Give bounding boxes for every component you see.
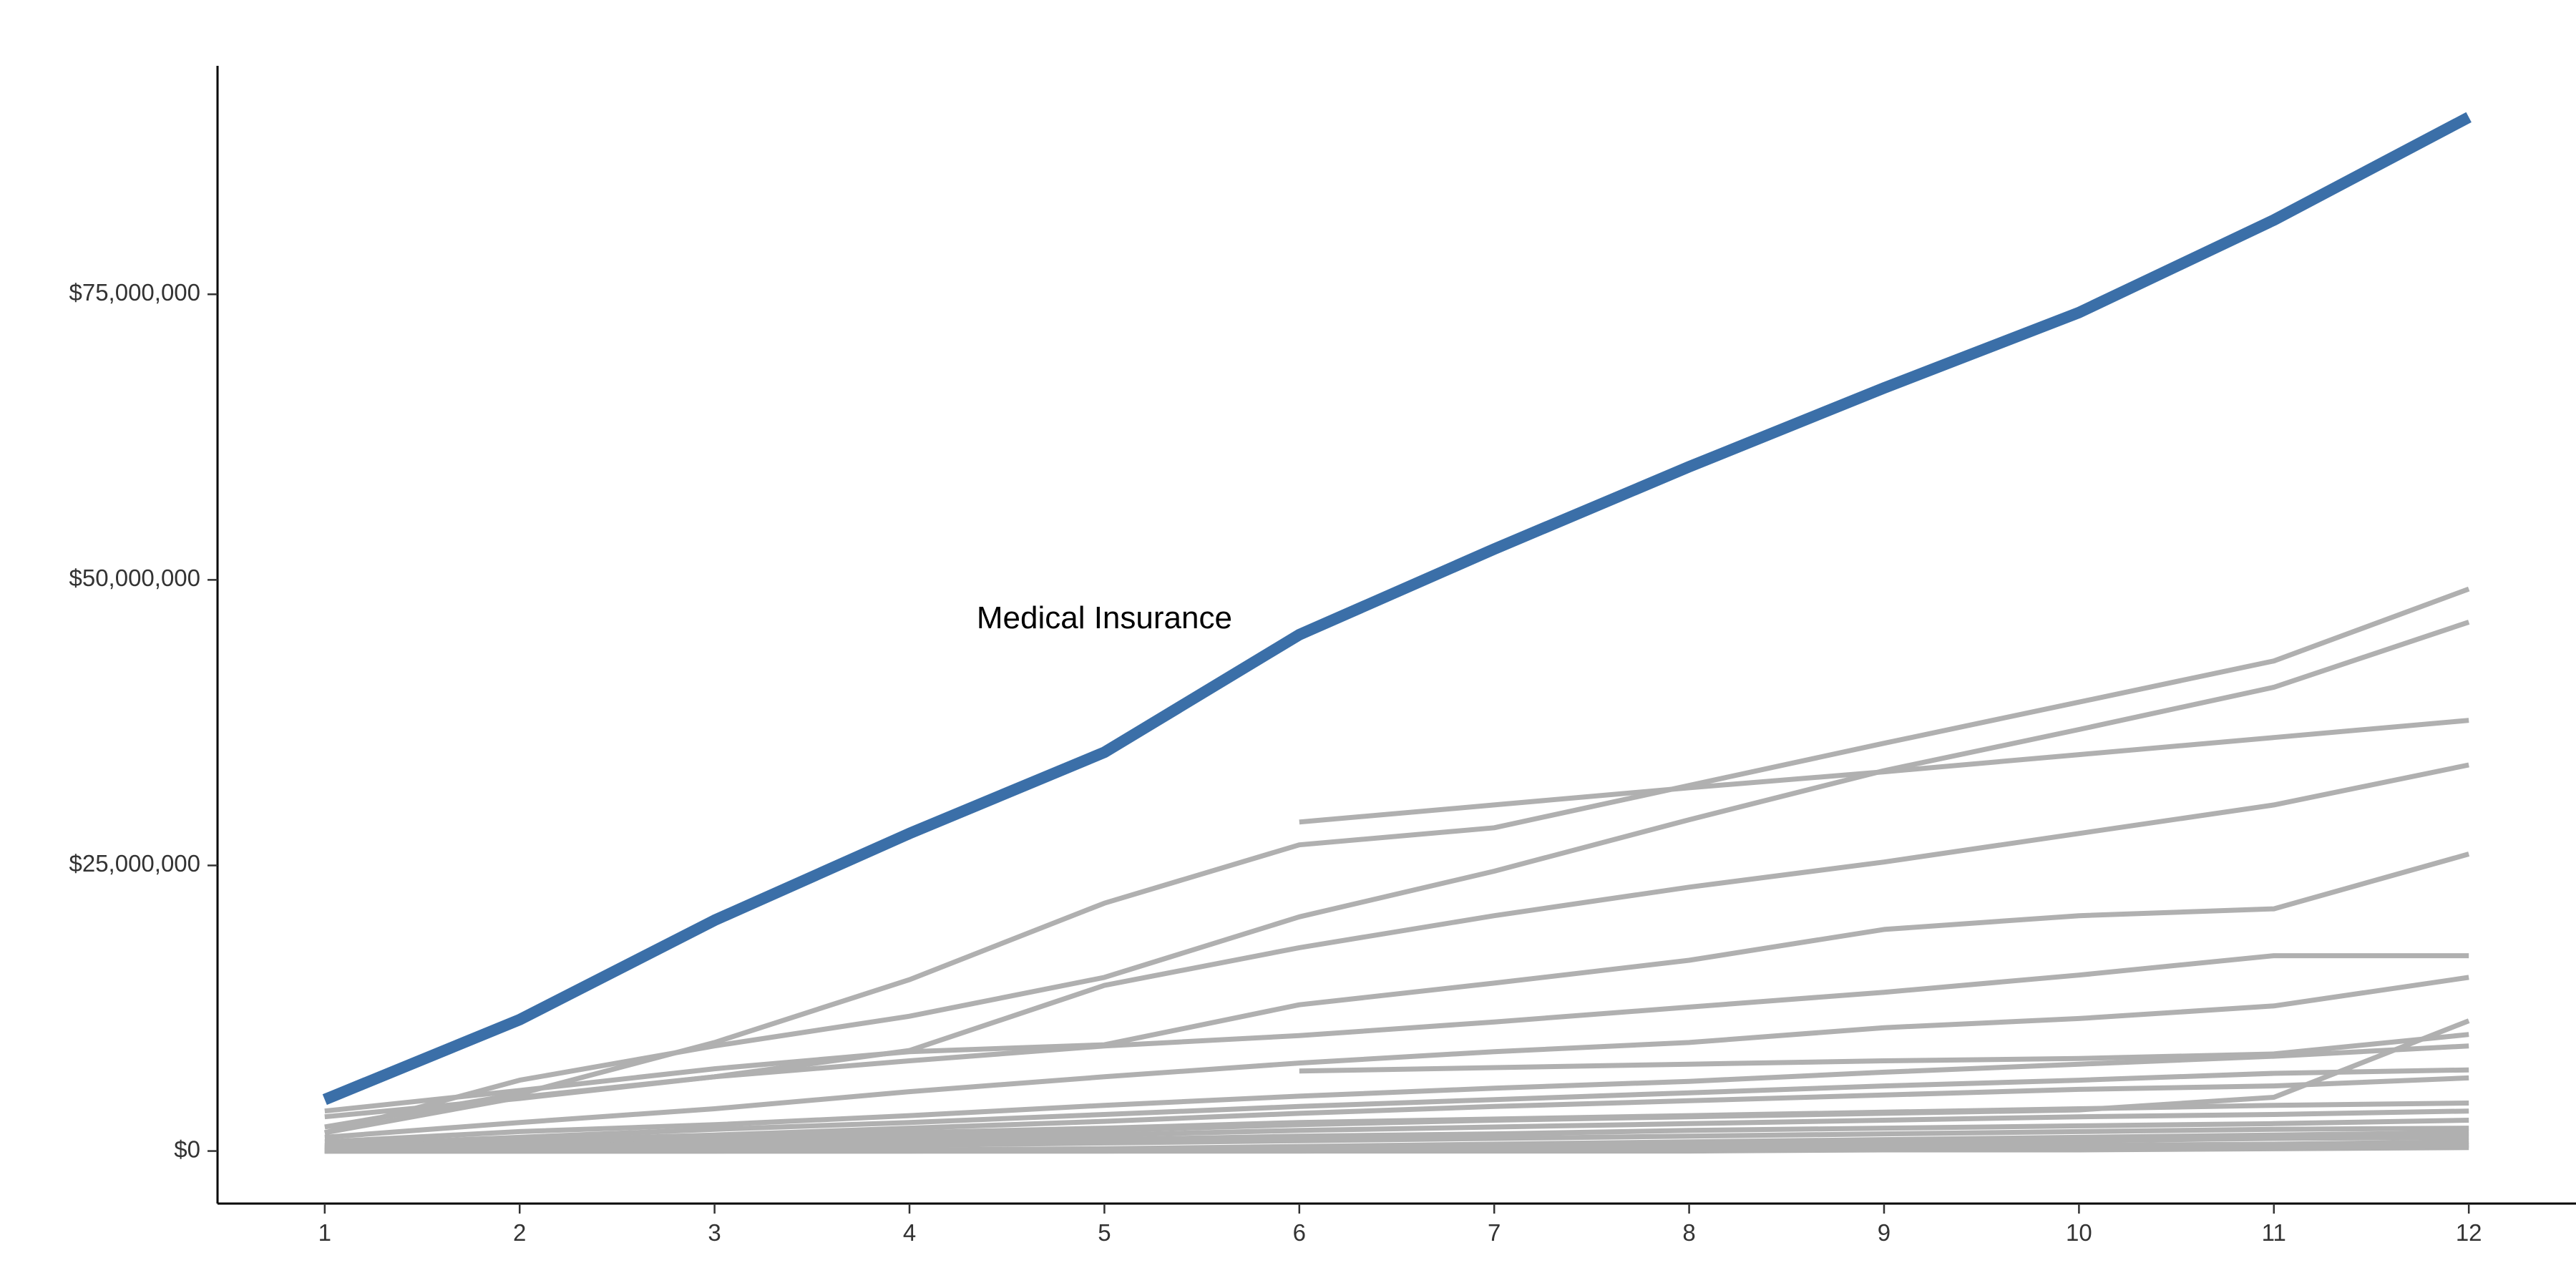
x-tick-label: 2 [513,1219,526,1246]
axes: 1 2 3 4 5 6 7 8 9 10 11 12$0$25,000,000$50,000,000$… [69,66,2576,1246]
background-series-line-6 [324,953,2469,1120]
x-tick-label: 11 [2262,1219,2286,1246]
y-tick-label: $25,000,000 [69,850,200,877]
y-tick-label: $50,000,000 [69,565,200,591]
x-tick-label: 1 [318,1219,331,1246]
background-series-line-10 [324,1067,2469,1148]
y-tick-label: $0 [174,1136,200,1162]
x-tick-label: 3 [708,1219,721,1246]
background-series-line-9 [324,1043,2469,1145]
y-tick-label: $75,000,000 [69,279,200,306]
background-series-line-16 [324,1126,2469,1154]
x-tick-label: 5 [1098,1219,1111,1246]
x-tick-label: 4 [903,1219,916,1246]
background-series-line-4 [1299,718,2469,825]
background-series-line-3 [323,620,2470,1136]
background-series-line-21 [324,1145,2469,1154]
background-series-line-1 [324,586,2470,1130]
background-series-line-7 [324,975,2469,1140]
highlight-series-group [322,112,2472,1106]
background-series-line-5 [324,852,2470,1114]
x-tick-label: 7 [1488,1219,1501,1246]
x-tick-label: 12 [2456,1219,2482,1246]
x-tick-label: 9 [1878,1219,1890,1246]
background-series-group [323,586,2470,1154]
x-tick-label: 8 [1682,1219,1695,1246]
background-series-line-13 [324,1101,2469,1149]
x-tick-label: 6 [1293,1219,1306,1246]
highlight-series-line [322,112,2472,1106]
highlight-series-label: Medical Insurance [977,600,1232,635]
x-tick-label: 10 [2066,1219,2092,1246]
